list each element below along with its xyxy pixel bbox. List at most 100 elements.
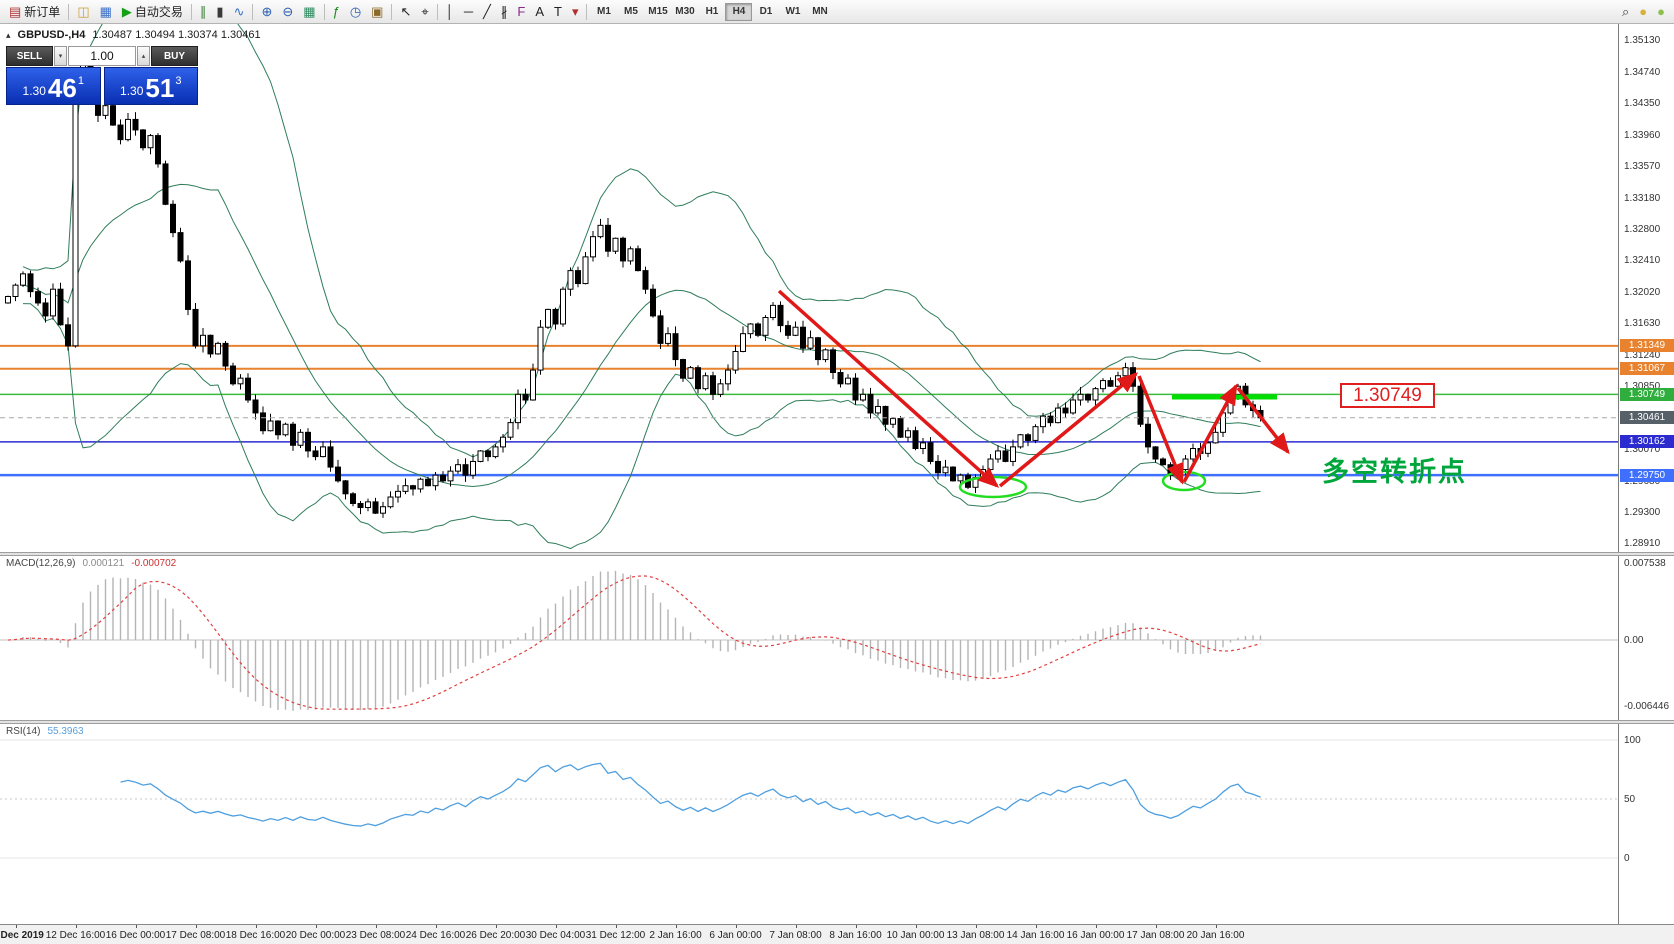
autotrading-button[interactable]: ▶ 自动交易 xyxy=(117,2,188,22)
buy-price-sup: 3 xyxy=(175,75,182,87)
toolbar-separator xyxy=(436,3,438,20)
main-toolbar: ▤ 新订单 ◫ ▦ ▶ 自动交易 ∥ ▮ ∿ ⊕ ⊖ ▦ ƒ ◷ ▣ ↖ ⌖ │ ─ ╱ ∦ F A T ▾ M1 M5 M15 M30… xyxy=(0,0,1674,24)
volume-increase-button[interactable]: ▴ xyxy=(137,46,150,66)
one-click-toggle-icon[interactable]: ▴ xyxy=(6,29,11,40)
timeframe-w1-button[interactable]: W1 xyxy=(779,3,806,21)
rsi-canvas[interactable] xyxy=(0,724,1618,924)
macd-canvas[interactable] xyxy=(0,556,1618,720)
low-marker-ellipse[interactable] xyxy=(1161,470,1207,492)
time-label: 31 Dec 12:00 xyxy=(585,930,646,941)
macd-signal-value: -0.000702 xyxy=(131,558,177,569)
time-label: 30 Dec 04:00 xyxy=(525,930,586,941)
price-badge-1.30162: 1.30162 xyxy=(1620,435,1674,449)
sell-price-big: 46 xyxy=(47,73,77,104)
macd-panel[interactable]: MACD(12,26,9) 0.000121 -0.000702 xyxy=(0,556,1618,720)
periods-button[interactable]: ◷ xyxy=(345,2,366,22)
vertical-line-icon: │ xyxy=(445,4,454,19)
time-label: 6 Jan 00:00 xyxy=(709,930,762,941)
axis-label: 1.35130 xyxy=(1624,35,1661,47)
trendline-button[interactable]: ╱ xyxy=(478,2,496,22)
charts-menu-icon: ◫ xyxy=(77,4,90,19)
label-button[interactable]: T xyxy=(549,2,567,22)
toolbar-separator xyxy=(252,3,254,20)
trend-arrows[interactable] xyxy=(777,289,1290,488)
help-icon: ● xyxy=(1639,4,1648,19)
time-tick xyxy=(615,925,617,928)
time-label: 20 Dec 00:00 xyxy=(285,930,346,941)
timeframe-m5-button[interactable]: M5 xyxy=(617,3,644,21)
indicators-button[interactable]: ƒ xyxy=(328,2,345,22)
time-tick xyxy=(135,925,137,928)
buy-price-big: 51 xyxy=(145,73,175,104)
axis-label: 0 xyxy=(1624,853,1630,864)
axis-label: 1.33180 xyxy=(1624,192,1661,204)
sell-button[interactable]: SELL xyxy=(6,46,53,66)
rsi-panel[interactable]: RSI(14) 55.3963 xyxy=(0,724,1618,924)
line-chart-button[interactable]: ∿ xyxy=(229,2,250,22)
panel-splitter[interactable] xyxy=(0,552,1674,556)
time-tick xyxy=(75,925,77,928)
time-tick xyxy=(975,925,977,928)
fibonacci-button[interactable]: F xyxy=(512,2,530,22)
search-button[interactable]: ⌕ xyxy=(1617,2,1634,22)
profiles-button[interactable]: ▦ xyxy=(95,2,117,22)
sell-price-sup: 1 xyxy=(77,75,84,87)
new-order-button[interactable]: ▤ 新订单 xyxy=(4,2,65,22)
time-tick xyxy=(1215,925,1217,928)
panel-splitter[interactable] xyxy=(0,720,1674,724)
sell-price-display[interactable]: 1.30 46 1 xyxy=(6,67,101,105)
channel-button[interactable]: ∦ xyxy=(496,2,513,22)
turning-point-note[interactable]: 多空转折点 xyxy=(1322,457,1467,487)
buy-price-display[interactable]: 1.30 51 3 xyxy=(103,67,198,105)
price-target-label[interactable]: 1.30749 xyxy=(1340,383,1435,408)
main-chart[interactable]: ▴ GBPUSD-,H4 1.30487 1.30494 1.30374 1.3… xyxy=(0,24,1618,552)
price-chart-canvas[interactable] xyxy=(0,24,1618,552)
line-chart-icon: ∿ xyxy=(233,4,245,19)
text-icon: A xyxy=(535,4,544,19)
zoom-in-icon: ⊕ xyxy=(261,4,273,19)
timeframe-h1-button[interactable]: H1 xyxy=(698,3,725,21)
time-tick xyxy=(1095,925,1097,928)
tile-windows-icon: ▦ xyxy=(303,4,316,19)
timeframe-m15-button[interactable]: M15 xyxy=(644,3,671,21)
volume-decrease-button[interactable]: ▾ xyxy=(54,46,67,66)
symbol-header: ▴ GBPUSD-,H4 1.30487 1.30494 1.30374 1.3… xyxy=(6,29,261,41)
arrows-button[interactable]: ▾ xyxy=(567,2,584,22)
label-icon: T xyxy=(554,4,562,19)
axis-label: 1.30070 xyxy=(1624,444,1661,456)
crosshair-button[interactable]: ⌖ xyxy=(416,2,433,22)
vertical-line-button[interactable]: │ xyxy=(441,2,459,22)
timeframe-h4-button[interactable]: H4 xyxy=(725,2,753,21)
timeframe-d1-button[interactable]: D1 xyxy=(752,3,779,21)
candlestick-button[interactable]: ▮ xyxy=(211,2,228,22)
horizontal-line-button[interactable]: ─ xyxy=(459,2,478,22)
price-axis[interactable]: 1.35130 1.34740 1.34350 1.33960 1.33570 1.331… xyxy=(1618,24,1674,924)
timeframe-m1-button[interactable]: M1 xyxy=(590,3,617,21)
axis-label: 1.33570 xyxy=(1624,161,1661,173)
help-button[interactable]: ● xyxy=(1634,2,1652,22)
price-badge-1.31349: 1.31349 xyxy=(1620,339,1674,353)
buy-button[interactable]: BUY xyxy=(151,46,198,66)
bar-chart-button[interactable]: ∥ xyxy=(195,2,212,22)
autotrading-icon: ▶ xyxy=(121,4,132,19)
timeframe-m30-button[interactable]: M30 xyxy=(671,3,698,21)
charts-menu-button[interactable]: ◫ xyxy=(72,2,94,22)
zoom-out-button[interactable]: ⊖ xyxy=(277,2,298,22)
templates-button[interactable]: ▣ xyxy=(366,2,388,22)
timeframe-mn-button[interactable]: MN xyxy=(806,3,833,21)
time-tick xyxy=(855,925,857,928)
rsi-indicator-label: RSI(14) 55.3963 xyxy=(6,726,84,737)
toolbar-right-group: ⌕ ● ● xyxy=(1617,2,1670,22)
rsi-line xyxy=(120,762,1261,827)
axis-label: 0.00 xyxy=(1624,635,1644,647)
cursor-button[interactable]: ↖ xyxy=(395,2,416,22)
trendline-icon: ╱ xyxy=(483,4,491,19)
text-button[interactable]: A xyxy=(530,2,549,22)
zoom-in-button[interactable]: ⊕ xyxy=(256,2,277,22)
community-button[interactable]: ● xyxy=(1652,2,1670,22)
time-tick xyxy=(195,925,197,928)
tile-windows-button[interactable]: ▦ xyxy=(298,2,320,22)
volume-input[interactable] xyxy=(68,46,136,66)
